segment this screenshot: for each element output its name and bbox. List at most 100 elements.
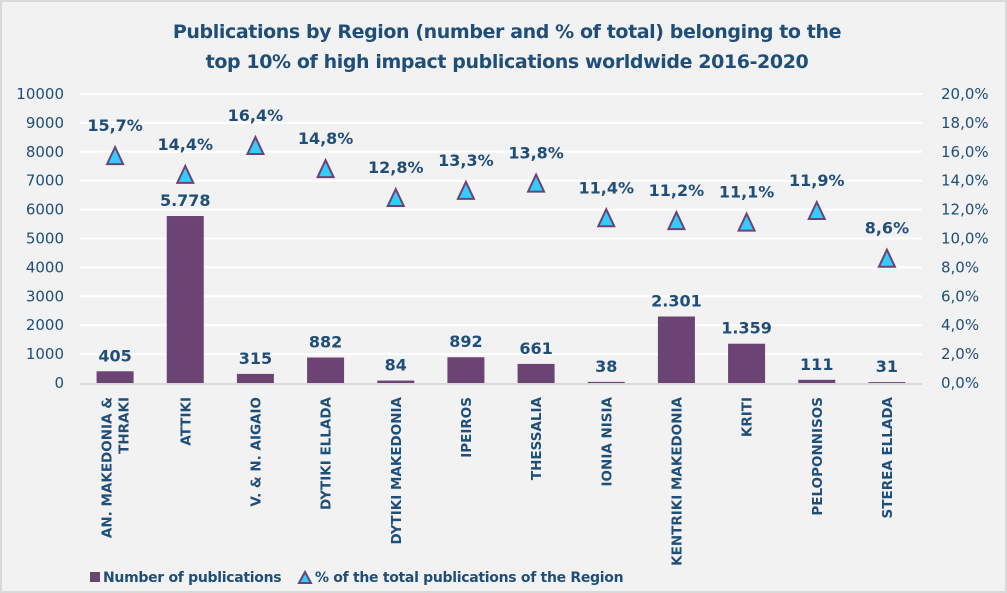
category-label: IONIA NISIA [599,396,615,486]
legend-label-percent: % of the total publications of the Regio… [315,570,623,586]
legend-label-bars: Number of publications [103,570,281,586]
triangle-marker [807,199,827,221]
left-tick-label: 9000 [26,114,64,132]
percent-value-label: 11,1% [719,183,775,202]
left-tick-label: 6000 [26,201,64,219]
chart-title-line-1: Publications by Region (number and % of … [173,21,841,43]
category-label-line: STEREA ELLADA [880,396,896,518]
category-label-line: AN. MAKEDONIA & [100,397,116,538]
category-label-line: PELOPONNISOS [810,397,826,516]
category-label-line: KENTRIKI MAKEDONIA [669,396,685,565]
bar-value-label: 405 [98,346,131,365]
left-tick-label: 8000 [26,143,64,161]
legend-triangle-icon [297,569,313,584]
triangle-marker [105,144,125,166]
category-label: DYTIKI MAKEDONIA [389,396,405,544]
bar [377,380,415,383]
bar-value-label: 661 [519,339,552,358]
triangle-marker [175,163,195,184]
bar-value-label: 111 [800,355,833,374]
category-label-line: DYTIKI MAKEDONIA [389,396,405,544]
bar [798,379,836,383]
bar [447,357,485,383]
triangle-marker [245,134,265,156]
left-tick-label: 2000 [26,316,64,334]
triangle-marker [316,157,336,179]
percent-value-label: 15,7% [87,116,143,135]
triangle-marker [596,206,616,228]
category-label: KRITI [740,397,756,437]
bar-data-labels: 405 5.778 315 882 84 892 661 38 2.301 1.359 111 31 [98,191,898,376]
triangle-marker [526,172,546,193]
bar [96,371,134,383]
category-label-line: THRAKI [117,397,133,454]
triangle-marker [666,209,686,231]
right-y-axis: 0,0% 2,0% 4,0% 6,0% 8,0% 10,0% 12,0% 14,0% 16,0%… [941,85,989,392]
percent-data-labels: 15,7% 14,4% 16,4% 14,8% 12,8% 13,3% 13,8% 11,4%… [87,106,909,238]
category-label: THESSALIA [529,396,545,480]
right-tick-label: 2,0% [941,345,979,363]
percent-value-label: 11,9% [789,171,845,190]
bar-value-label: 38 [595,357,617,376]
right-tick-label: 14,0% [941,172,989,190]
bar [868,382,906,383]
x-axis-categories: AN. MAKEDONIA & THRAKI ATTIKI V. & N. AIGAI… [100,396,896,565]
bar-value-label: 882 [309,333,342,352]
left-tick-label: 10000 [16,85,64,103]
bar-value-label: 1.359 [721,319,772,338]
bar [166,216,204,383]
triangle-marker [877,247,897,268]
triangle-marker [386,186,406,208]
category-label: AN. MAKEDONIA & THRAKI [100,397,133,538]
category-label-line: ATTIKI [178,397,194,446]
percent-value-label: 11,2% [649,181,705,200]
category-label-line: DYTIKI ELLADA [319,396,335,509]
bar [236,373,274,383]
bar [657,316,695,383]
percent-value-label: 14,4% [157,135,213,154]
right-tick-label: 18,0% [941,114,989,132]
category-label: V. & N. AIGAIO [248,397,264,507]
bar [587,381,625,383]
category-label-line: IPEIROS [459,397,475,458]
percent-value-label: 8,6% [865,219,909,238]
category-label: STEREA ELLADA [880,396,896,518]
category-label: KENTRIKI MAKEDONIA [669,396,685,565]
chart-title: Publications by Region (number and % of … [173,21,842,73]
category-label-line: THESSALIA [529,396,545,480]
bar-series [96,216,906,383]
percent-value-label: 12,8% [368,158,424,177]
category-label-line: IONIA NISIA [599,396,615,486]
right-tick-label: 6,0% [941,287,979,305]
bar-value-label: 315 [239,349,272,368]
category-label-line: V. & N. AIGAIO [248,397,264,507]
left-tick-label: 5000 [26,230,64,248]
bar-value-label: 84 [385,356,407,375]
percent-value-label: 14,8% [298,129,354,148]
left-tick-label: 0 [54,374,64,392]
percent-value-label: 16,4% [228,106,284,125]
gridlines [80,93,922,356]
bar-value-label: 2.301 [651,292,702,311]
bar-value-label: 5.778 [160,191,211,210]
chart-title-line-2: top 10% of high impact publications worl… [206,51,809,73]
right-tick-label: 12,0% [941,201,989,219]
category-label: PELOPONNISOS [810,397,826,516]
legend-item-bars[interactable]: Number of publications [90,570,282,586]
category-label: DYTIKI ELLADA [319,396,335,509]
right-tick-label: 0,0% [941,374,979,392]
left-y-axis: 0 1000 2000 3000 4000 5000 6000 7000 8000 9000 100… [16,85,64,392]
category-label: IPEIROS [459,397,475,458]
left-tick-label: 3000 [26,287,64,305]
left-tick-label: 7000 [26,172,64,190]
category-label-line: KRITI [740,397,756,437]
bar-value-label: 31 [876,357,898,376]
category-label: ATTIKI [178,397,194,446]
legend-item-percent[interactable]: % of the total publications of the Regio… [297,569,624,586]
legend: Number of publications % of the total pu… [90,569,624,586]
bar [728,343,766,383]
triangle-marker [737,211,757,232]
percent-series [105,134,897,268]
